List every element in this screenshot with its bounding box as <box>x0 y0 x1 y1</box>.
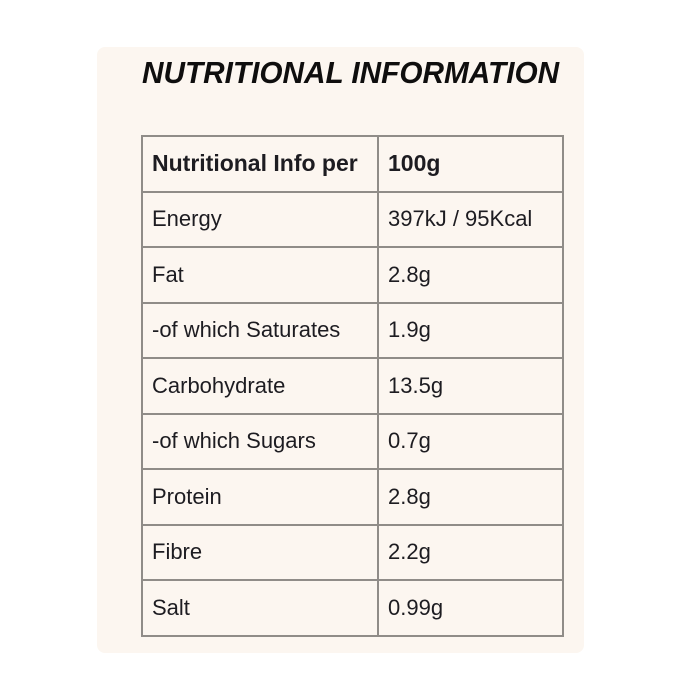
row-value-cell: 1.9g <box>377 301 564 359</box>
table-row-sugars: -of which Sugars 0.7g <box>141 412 564 470</box>
row-label-cell: Fat <box>141 246 379 304</box>
row-value-cell: 2.8g <box>377 246 564 304</box>
table-row-salt: Salt 0.99g <box>141 579 564 637</box>
row-label-cell: Energy <box>141 190 379 248</box>
row-value-cell: 0.7g <box>377 412 564 470</box>
header-value-cell: 100g <box>377 135 564 193</box>
table-row-carbohydrate: Carbohydrate 13.5g <box>141 357 564 415</box>
row-value-cell: 2.8g <box>377 468 564 526</box>
row-value-cell: 397kJ / 95Kcal <box>377 190 564 248</box>
page-title: NUTRITIONAL INFORMATION <box>142 55 560 90</box>
header-label-cell: Nutritional Info per <box>141 135 379 193</box>
table-row-energy: Energy 397kJ / 95Kcal <box>141 190 564 248</box>
nutrition-table: Nutritional Info per 100g Energy 397kJ /… <box>141 135 564 637</box>
row-label-cell: -of which Saturates <box>141 301 379 359</box>
row-value-cell: 2.2g <box>377 523 564 581</box>
row-label-cell: -of which Sugars <box>141 412 379 470</box>
table-header-row: Nutritional Info per 100g <box>141 135 564 193</box>
table-row-protein: Protein 2.8g <box>141 468 564 526</box>
row-label-cell: Carbohydrate <box>141 357 379 415</box>
table-row-fat: Fat 2.8g <box>141 246 564 304</box>
row-value-cell: 13.5g <box>377 357 564 415</box>
row-label-cell: Fibre <box>141 523 379 581</box>
row-label-cell: Protein <box>141 468 379 526</box>
row-value-cell: 0.99g <box>377 579 564 637</box>
table-row-fibre: Fibre 2.2g <box>141 523 564 581</box>
table-row-saturates: -of which Saturates 1.9g <box>141 301 564 359</box>
row-label-cell: Salt <box>141 579 379 637</box>
